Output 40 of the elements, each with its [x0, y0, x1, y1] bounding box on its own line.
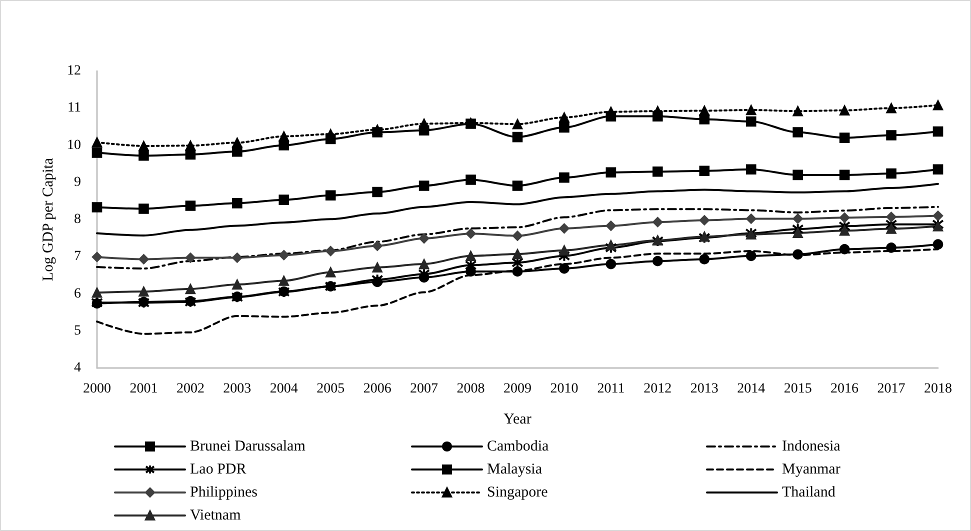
x-tick-label: 2017 [877, 382, 906, 396]
x-tick-label: 2009 [504, 382, 532, 396]
legend-label: Thailand [782, 484, 836, 500]
x-tick-label: 2005 [316, 382, 345, 396]
x-tick-label: 2001 [130, 382, 158, 396]
x-tick-label: 2007 [410, 382, 438, 396]
legend-label: Malaysia [487, 462, 542, 478]
y-tick-label: 8 [74, 212, 81, 227]
x-axis-title: Year [504, 412, 532, 428]
legend-label: Cambodia [487, 438, 549, 454]
x-tick-label: 2013 [690, 382, 718, 396]
legend-label: Indonesia [782, 438, 841, 454]
legend-label: Myanmar [782, 462, 840, 478]
x-tick-label: 2016 [830, 382, 859, 396]
y-axis-title: Log GDP per Capita [40, 158, 57, 282]
x-tick-label: 2003 [223, 382, 252, 396]
y-tick-label: 9 [74, 174, 81, 190]
x-tick-label: 2011 [597, 382, 625, 396]
x-tick-label: 2015 [784, 382, 812, 396]
y-tick-label: 6 [74, 286, 81, 302]
y-tick-label: 12 [67, 64, 81, 78]
x-tick-label: 2018 [924, 382, 952, 396]
legend-label: Vietnam [190, 508, 242, 524]
y-tick-label: 10 [67, 138, 81, 153]
x-tick-label: 2004 [270, 382, 298, 396]
y-tick-label: 4 [74, 360, 81, 376]
legend-label: Lao PDR [190, 462, 246, 478]
legend-label: Singapore [487, 484, 548, 500]
y-tick-label: 7 [74, 249, 81, 264]
legend-label: Brunei Darussalam [190, 438, 306, 454]
x-tick-label: 2014 [737, 382, 766, 396]
x-tick-label: 2010 [550, 382, 578, 396]
x-tick-label: 2000 [83, 382, 111, 396]
legend-label: Philippines [190, 484, 258, 500]
x-tick-label: 2008 [456, 382, 485, 396]
y-tick-label: 11 [68, 100, 81, 116]
x-tick-label: 2012 [644, 382, 672, 396]
y-tick-label: 5 [74, 323, 81, 338]
x-tick-label: 2006 [363, 382, 392, 396]
x-tick-label: 2002 [176, 382, 204, 396]
